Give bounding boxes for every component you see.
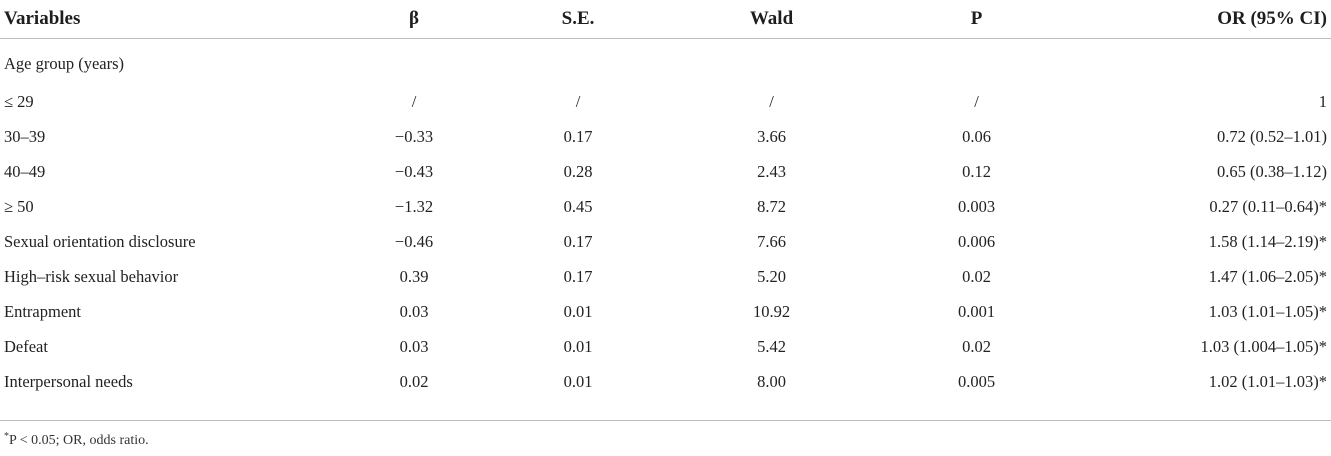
cell-wald: 8.00 [757,371,786,391]
cell-beta: −0.33 [394,126,434,146]
cell-wald: 10.92 [752,301,791,321]
cell-se: 0.28 [563,161,593,181]
cell-p: / [974,91,979,111]
cell-wald: 8.72 [757,196,786,216]
cell-variable: Entrapment [4,301,81,321]
cell-beta: −0.46 [394,231,434,251]
header-p: P [970,8,983,29]
cell-wald: 7.66 [757,231,786,251]
table-header: Variables β S.E. Wald P OR (95% CI) [0,0,1331,39]
table-row: ≤ 29 / / / / 1 [0,84,1331,119]
bottom-rule [0,420,1331,421]
header-variables: Variables [4,8,81,29]
header-beta: β [408,8,419,29]
cell-p: 0.02 [962,336,991,356]
table-row: Defeat 0.03 0.01 5.42 0.02 1.03 (1.004–1.05)* [0,329,1331,364]
cell-wald: 2.43 [757,161,786,181]
cell-wald: 5.42 [757,336,786,356]
cell-se: / [575,91,581,111]
cell-beta: / [411,91,417,111]
cell-se: 0.17 [563,231,593,251]
cell-variable: Sexual orientation disclosure [4,231,196,251]
cell-variable: Defeat [4,336,48,356]
cell-beta: −1.32 [394,196,434,216]
cell-p: 0.006 [957,231,996,251]
table-row: 40–49 −0.43 0.28 2.43 0.12 0.65 (0.38–1.12) [0,154,1331,189]
header-row: Variables β S.E. Wald P OR (95% CI) [0,0,1331,39]
cell-variable: 30–39 [4,126,46,146]
group-row: Age group (years) [0,44,1331,84]
cell-beta: 0.02 [399,371,429,391]
cell-variable: High–risk sexual behavior [4,266,179,286]
table-row: Sexual orientation disclosure −0.46 0.17 7.… [0,224,1331,259]
table-footnote: *P < 0.05; OR, odds ratio. [4,431,149,449]
cell-se: 0.17 [563,266,593,286]
header-wald: Wald [749,8,794,29]
cell-p: 0.12 [962,161,991,181]
cell-beta: 0.03 [399,336,429,356]
footnote-marker: * [4,431,9,442]
cell-or-ci: 0.65 (0.38–1.12) [1217,161,1327,181]
footnote-text: P < 0.05; OR, odds ratio. [9,433,149,448]
table-row: Entrapment 0.03 0.01 10.92 0.001 1.03 (1.01–1… [0,294,1331,329]
cell-or-ci: 1 [1318,91,1327,111]
cell-se: 0.01 [563,301,593,321]
cell-se: 0.01 [563,371,593,391]
header-or-ci: OR (95% CI) [1217,8,1327,29]
group-label-age: Age group (years) [4,54,125,73]
cell-variable: ≤ 29 [4,91,34,111]
cell-wald: 5.20 [757,266,786,286]
cell-se: 0.45 [563,196,593,216]
cell-p: 0.02 [962,266,991,286]
table-row: 30–39 −0.33 0.17 3.66 0.06 0.72 (0.52–1.01) [0,119,1331,154]
table-row: ≥ 50 −1.32 0.45 8.72 0.003 0.27 (0.11–0.64)* [0,189,1331,224]
cell-or-ci: 0.72 (0.52–1.01) [1217,126,1327,146]
cell-or-ci: 1.02 (1.01–1.03)* [1208,371,1327,391]
cell-p: 0.005 [957,371,996,391]
cell-se: 0.01 [563,336,593,356]
table-row: Interpersonal needs 0.02 0.01 8.00 0.005 1.02… [0,364,1331,399]
cell-beta: 0.03 [399,301,429,321]
table-row: High–risk sexual behavior 0.39 0.17 5.20 0.0… [0,259,1331,294]
cell-or-ci: 1.03 (1.01–1.05)* [1208,301,1327,321]
cell-se: 0.17 [563,126,593,146]
cell-wald: / [769,91,774,111]
regression-table: Variables β S.E. Wald P OR (95% CI) Age … [0,0,1331,400]
cell-beta: −0.43 [394,161,434,181]
cell-variable: Interpersonal needs [4,371,133,391]
cell-or-ci: 0.27 (0.11–0.64)* [1209,196,1327,216]
cell-or-ci: 1.47 (1.06–2.05)* [1208,266,1327,286]
header-se: S.E. [561,8,595,29]
cell-p: 0.001 [957,301,996,321]
cell-or-ci: 1.58 (1.14–2.19)* [1208,231,1327,251]
cell-p: 0.06 [962,126,991,146]
cell-or-ci: 1.03 (1.004–1.05)* [1200,336,1328,356]
cell-p: 0.003 [957,196,996,216]
cell-variable: ≥ 50 [4,196,34,216]
cell-variable: 40–49 [4,161,46,181]
cell-beta: 0.39 [399,266,429,286]
table-body: Age group (years) ≤ 29 / / / / 1 30–39 −0.33 0.1… [0,39,1331,400]
cell-wald: 3.66 [757,126,786,146]
